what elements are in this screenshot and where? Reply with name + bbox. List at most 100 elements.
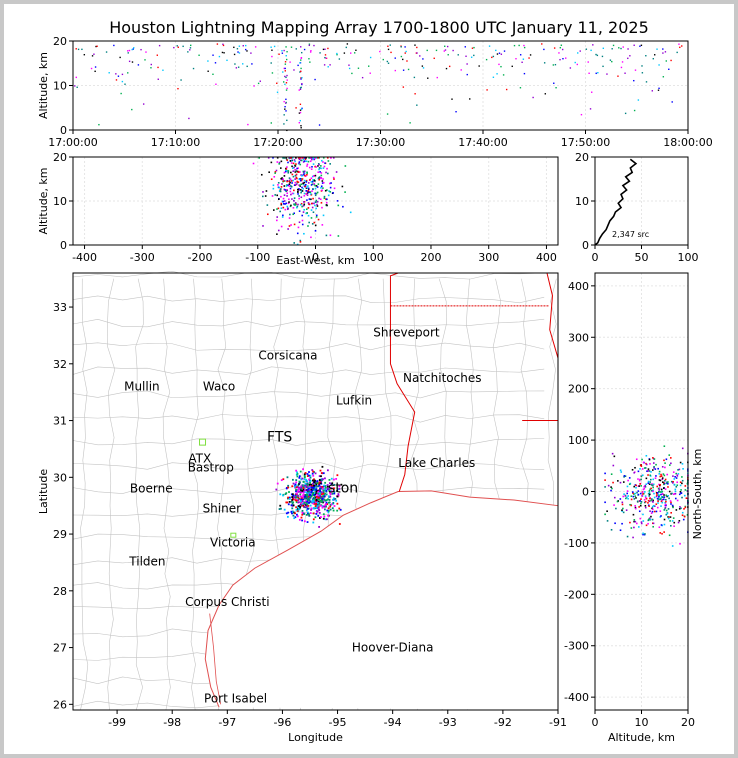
source-point (597, 72, 599, 74)
source-point (521, 61, 523, 64)
source-point (223, 52, 225, 54)
source-point (290, 171, 292, 174)
source-point (287, 484, 290, 487)
source-point (602, 47, 605, 49)
source-point (336, 502, 339, 505)
source-point (309, 178, 311, 181)
source-point (659, 479, 662, 482)
source-point (668, 534, 671, 537)
source-point (663, 459, 665, 462)
source-point (315, 199, 318, 202)
source-point (324, 499, 327, 502)
source-point (552, 64, 555, 66)
source-point (312, 482, 314, 485)
source-point (287, 171, 290, 174)
source-point (325, 198, 327, 200)
source-point (293, 197, 296, 199)
source-point (681, 45, 683, 47)
source-point (652, 486, 654, 489)
source-point (287, 161, 289, 164)
source-point (280, 195, 282, 198)
source-point (652, 457, 654, 459)
source-point (297, 498, 300, 500)
source-point (672, 482, 674, 484)
source-point (333, 487, 335, 490)
source-point (302, 205, 305, 207)
source-point (314, 516, 317, 519)
source-point (298, 189, 300, 191)
source-point (644, 491, 646, 493)
source-point (324, 48, 326, 50)
source-point (300, 491, 303, 494)
source-point (610, 528, 613, 531)
source-point (299, 103, 302, 106)
source-point (318, 157, 320, 159)
source-point (466, 63, 468, 65)
source-point (647, 504, 650, 507)
source-point (303, 194, 306, 197)
source-point (321, 224, 324, 226)
source-point (272, 209, 275, 211)
source-point (679, 542, 681, 545)
hist-x-tick: 100 (678, 251, 699, 264)
source-point (653, 54, 656, 56)
source-point (307, 225, 309, 227)
source-point (678, 519, 681, 522)
source-point (303, 181, 306, 184)
source-point (679, 481, 682, 484)
source-point (306, 483, 309, 485)
ns-y-tick: 400 (568, 280, 589, 293)
source-point (610, 486, 612, 488)
source-point (323, 493, 326, 496)
source-point (287, 496, 289, 499)
source-point (651, 510, 654, 513)
source-point (303, 513, 306, 515)
source-point (331, 490, 333, 493)
source-point (579, 50, 581, 52)
source-point (246, 65, 248, 68)
county-line (72, 462, 545, 471)
source-point (310, 488, 313, 491)
source-point (653, 492, 655, 495)
source-point (643, 501, 646, 504)
source-point (313, 221, 316, 224)
source-point (518, 44, 520, 47)
source-point (651, 498, 653, 500)
ew-x-tick: 400 (536, 251, 557, 264)
source-point (309, 474, 312, 477)
source-point (314, 488, 316, 491)
source-point (317, 165, 319, 167)
source-point (662, 487, 665, 489)
source-point (681, 447, 684, 450)
source-point (284, 189, 287, 191)
source-point (314, 230, 317, 232)
source-point (313, 179, 316, 182)
source-point (308, 483, 311, 486)
source-point (639, 517, 642, 520)
source-point (283, 185, 286, 187)
source-point (319, 482, 322, 485)
source-point (650, 499, 652, 502)
source-point (76, 86, 78, 88)
source-point (298, 481, 301, 484)
source-point (314, 479, 316, 482)
source-point (301, 223, 304, 226)
source-point (314, 472, 317, 475)
ns-x-label: Altitude, km (608, 731, 675, 744)
source-point (604, 472, 606, 475)
source-point (242, 63, 244, 65)
source-point (221, 51, 224, 54)
source-point (559, 46, 562, 49)
source-point (289, 181, 291, 184)
source-point (312, 507, 315, 509)
source-point (310, 483, 313, 486)
ns-x-tick: 0 (592, 716, 599, 729)
source-point (276, 157, 279, 159)
source-point (338, 523, 341, 525)
source-point (585, 48, 588, 50)
source-point (312, 499, 315, 502)
source-point (659, 484, 662, 486)
city-label: Natchitoches (403, 371, 481, 385)
source-point (283, 114, 285, 116)
county-line (80, 278, 89, 711)
